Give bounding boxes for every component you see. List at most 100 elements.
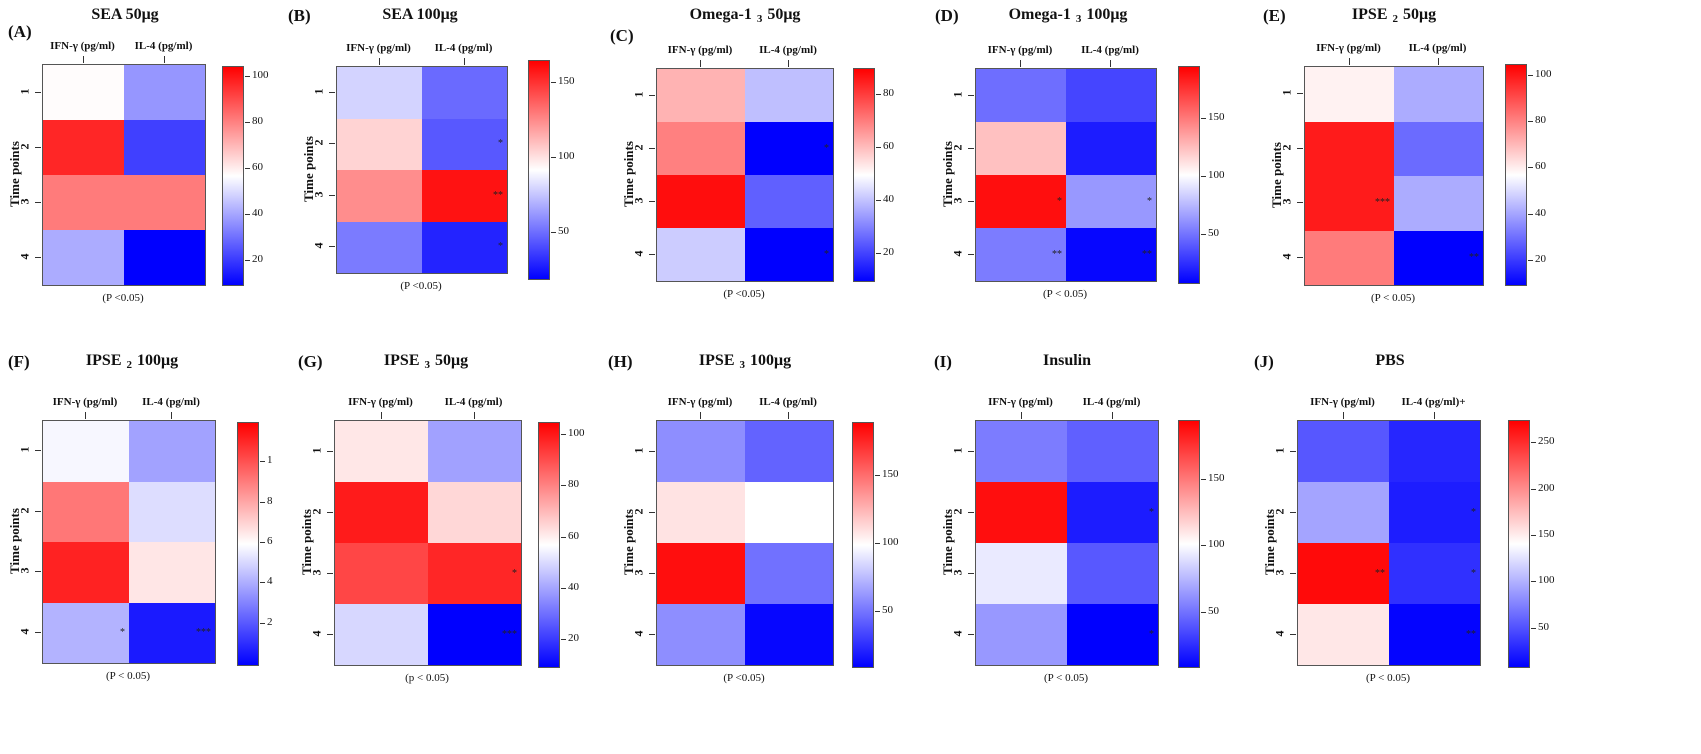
colorbar-tick-label: 250: [1531, 435, 1555, 448]
colorbar: [852, 422, 874, 668]
row-label: 4: [631, 250, 646, 256]
colorbar-tick-label: 150: [1531, 528, 1555, 541]
heatmap-cell: [335, 604, 428, 665]
y-axis-label: Time points: [1269, 142, 1284, 208]
significance-mark: *: [1147, 195, 1152, 207]
p-value-note: (P < 0.05): [1043, 288, 1087, 300]
colorbar-tick-label: 50: [875, 603, 893, 616]
heatmap-cell: [337, 221, 422, 273]
significance-mark: *: [512, 567, 517, 579]
significance-mark: **: [1375, 567, 1385, 579]
row-tick: [35, 91, 41, 93]
colorbar-tick-label: 6: [260, 535, 273, 547]
heatmap-cell: *: [43, 602, 129, 663]
colorbar-tick-label: 100: [875, 536, 899, 548]
heatmap-cell: **: [1389, 604, 1480, 665]
heatmap-cell: ***: [428, 604, 521, 665]
colorbar-tick-label: 40: [245, 207, 263, 220]
p-value-note: (P <0.05): [723, 672, 765, 684]
row-label: 1: [17, 88, 32, 94]
row-label: 4: [950, 250, 965, 256]
significance-mark: *: [1471, 506, 1476, 518]
significance-mark: **: [1052, 248, 1062, 260]
column-header: IL-4 (pg/ml): [134, 40, 193, 52]
row-tick: [327, 633, 333, 635]
heatmap-cell: [1394, 121, 1483, 176]
heatmap-cell: [1066, 69, 1156, 122]
panel-title: SEA 50μg: [91, 6, 159, 23]
colorbar: [538, 422, 560, 668]
panel-title: Insulin: [1042, 352, 1092, 369]
y-axis-label: Time points: [1262, 509, 1277, 575]
y-axis-label: Time points: [621, 141, 636, 207]
heatmap-cell: *: [745, 122, 833, 175]
colorbar-tick-label: 20: [1528, 252, 1546, 265]
column-tick: [171, 412, 172, 419]
column-header: IFN-γ (pg/ml): [1310, 396, 1375, 408]
column-tick: [788, 412, 789, 419]
heatmap-cell: *: [428, 543, 521, 604]
heatmap-cell: *: [1389, 482, 1480, 543]
colorbar-tick-label: 40: [1528, 206, 1546, 219]
heatmap-cell: [43, 175, 124, 230]
heatmap-cell: [335, 482, 428, 543]
colorbar-tick-label: 20: [245, 253, 263, 266]
p-value-note: (P < 0.05): [1371, 292, 1415, 304]
row-tick: [649, 147, 655, 149]
row-label: 4: [311, 242, 326, 249]
colorbar-tick-label: 50: [1201, 227, 1219, 240]
column-tick: [380, 412, 382, 419]
heatmap-cell: [43, 120, 124, 175]
row-tick: [329, 194, 335, 196]
panel-label: (J): [1254, 352, 1274, 371]
colorbar-tick-label: 100: [1201, 168, 1225, 181]
colorbar-tick-label: 80: [561, 478, 579, 491]
heatmap-cell: **: [1394, 230, 1483, 285]
colorbar-tick-label: 1: [260, 454, 273, 467]
column-header: IFN-γ (pg/ml): [50, 40, 115, 52]
heatmap-cell: [976, 543, 1067, 604]
row-tick: [649, 200, 655, 202]
heatmap-cell: [335, 421, 428, 482]
y-axis-label: Time points: [7, 141, 22, 207]
panel-title: SEA 100μg: [382, 6, 458, 23]
panel-title: IPSE 2 100μg: [85, 352, 179, 371]
y-axis-label: Time points: [940, 509, 955, 575]
row-tick: [649, 572, 655, 574]
heatmap-cell: [1298, 482, 1389, 543]
row-label: 1: [17, 446, 32, 453]
row-tick: [968, 450, 974, 452]
row-tick: [35, 201, 41, 203]
colorbar: [853, 68, 875, 282]
row-tick: [968, 200, 974, 202]
heatmap-cell: *: [1067, 482, 1158, 543]
heatmap-cell: [337, 67, 422, 119]
heatmap-cell: [657, 122, 745, 175]
colorbar: [528, 60, 550, 280]
heatmap-cell: [43, 542, 129, 603]
heatmap-cell: [745, 175, 833, 228]
row-tick: [968, 147, 974, 149]
heatmap-cell: [1389, 421, 1480, 482]
heatmap-grid: [42, 64, 206, 286]
row-label: 1: [631, 447, 646, 453]
heatmap-cell: [337, 170, 422, 222]
heatmap-cell: *: [976, 175, 1066, 228]
row-tick: [35, 256, 41, 258]
row-label: 4: [1272, 630, 1287, 636]
heatmap-cell: **: [976, 228, 1066, 281]
significance-mark: *: [1149, 506, 1154, 518]
significance-mark: *: [1471, 567, 1476, 579]
column-header: IFN-γ (pg/ml): [1316, 42, 1381, 54]
heatmap-grid: ****: [42, 420, 216, 664]
row-tick: [329, 91, 335, 93]
heatmap-cell: [1067, 543, 1158, 604]
column-tick: [463, 58, 465, 65]
heatmap-cell: *: [1389, 543, 1480, 604]
heatmap-cell: [1394, 67, 1483, 122]
row-label: 1: [631, 91, 646, 97]
colorbar: [1178, 66, 1200, 284]
p-value-note: (P <0.05): [102, 292, 144, 304]
heatmap-cell: [1066, 122, 1156, 175]
significance-mark: **: [1469, 251, 1479, 263]
